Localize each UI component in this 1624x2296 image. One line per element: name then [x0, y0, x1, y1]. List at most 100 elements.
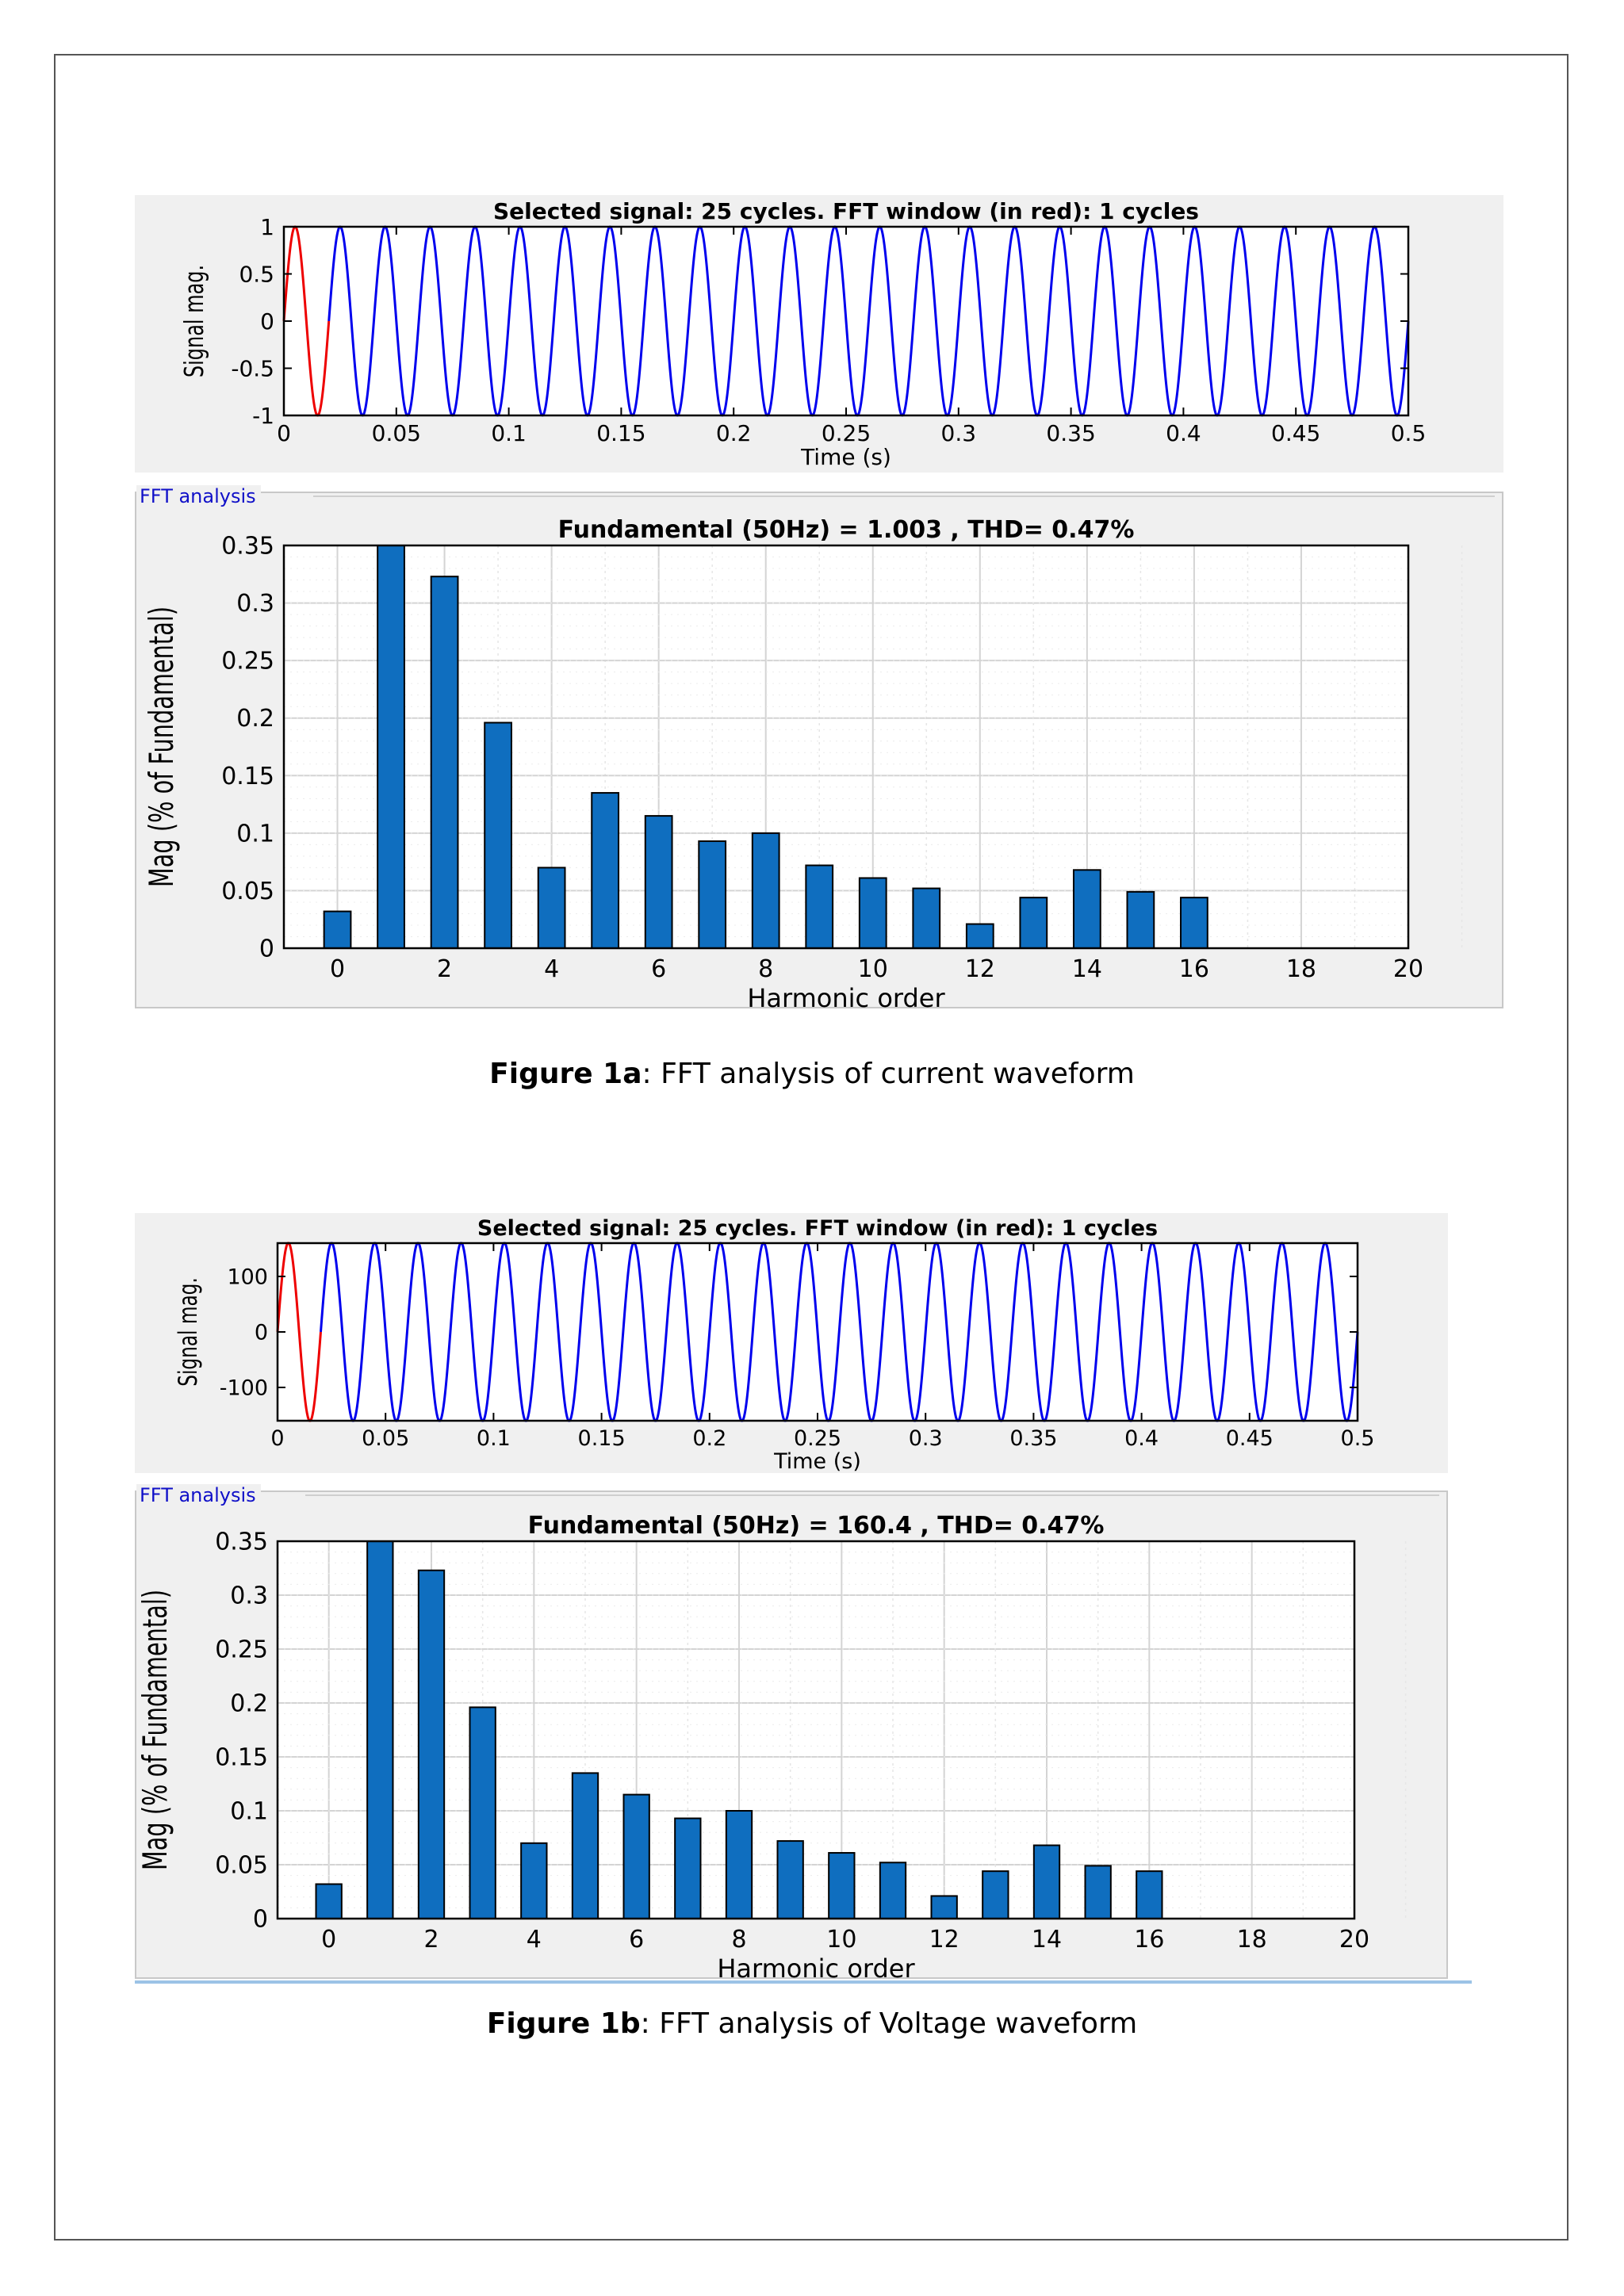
y-tick-label: 0.15 [215, 1744, 268, 1772]
y-tick-label: 0.35 [221, 533, 274, 561]
y-tick-label: 1 [260, 214, 274, 240]
fft-bar-chart-1b: Fundamental (50Hz) = 160.4 , THD= 0.47% 0… [137, 1512, 1407, 1979]
axes-box [282, 544, 1410, 950]
fft-window-series-line [276, 1242, 322, 1422]
bar-h6 [644, 815, 673, 950]
x-tick-label: 0.15 [596, 420, 645, 446]
fft-bar-chart-1a: Fundamental (50Hz) = 1.003 , THD= 0.47% 0… [144, 516, 1463, 1008]
bar-h13 [982, 1870, 1009, 1920]
x-tick-label: 20 [1339, 1926, 1369, 1954]
axes-box [276, 1540, 1356, 1920]
bar-h15 [1126, 890, 1155, 950]
y-tick-label: 0.1 [230, 1798, 268, 1826]
bar-h10 [828, 1852, 856, 1920]
chart-title: Selected signal: 25 cycles. FFT window (… [493, 198, 1199, 224]
y-tick-label: 0.25 [215, 1636, 268, 1664]
x-axis-label: Time (s) [800, 444, 891, 470]
y-tick-label: 0.2 [230, 1690, 268, 1718]
bar-h5 [571, 1772, 599, 1919]
bar-h10 [858, 877, 887, 949]
x-tick-label: 0.05 [362, 1426, 409, 1451]
y-tick-label: 0.35 [215, 1529, 268, 1556]
bar-h0 [315, 1883, 343, 1920]
bar-h3 [469, 1706, 496, 1919]
y-tick-label: 0.25 [221, 648, 274, 675]
x-axis-label: Time (s) [773, 1449, 861, 1474]
axes-box [276, 1242, 1359, 1422]
signal-chart-1a: Selected signal: 25 cycles. FFT window (… [178, 198, 1427, 470]
fft-analysis-label-1b: FFT analysis [136, 1484, 261, 1506]
bar-h13 [1019, 897, 1048, 950]
bar-h11 [912, 887, 941, 950]
x-tick-label: 12 [965, 955, 995, 983]
y-tick-label: 0 [255, 1320, 268, 1345]
y-axis-label: Signal mag. [173, 1277, 203, 1386]
x-tick-label: 14 [1032, 1926, 1062, 1954]
caption-bold-1a: Figure 1a [489, 1058, 642, 1090]
bar-h12 [965, 923, 994, 950]
x-tick-label: 18 [1237, 1926, 1267, 1954]
bar-h1 [366, 1540, 394, 1919]
fft-analysis-label-1a: FFT analysis [136, 485, 261, 507]
bar-h15 [1084, 1865, 1112, 1919]
x-tick-label: 0.45 [1271, 420, 1320, 446]
bar-h8 [725, 1810, 753, 1919]
bar-h2 [417, 1569, 446, 1919]
x-tick-label: 0.3 [909, 1426, 943, 1451]
y-tick-label: 0.2 [236, 705, 274, 733]
x-tick-label: 18 [1286, 955, 1316, 983]
caption-bold-1b: Figure 1b [486, 2007, 641, 2040]
y-tick-label: 0 [253, 1906, 268, 1934]
x-tick-label: 6 [629, 1926, 644, 1954]
bar-h9 [776, 1840, 804, 1919]
y-tick-label: 0.05 [215, 1852, 268, 1880]
bar-h5 [591, 792, 620, 949]
x-tick-label: 4 [527, 1926, 542, 1954]
x-tick-label: 8 [758, 955, 773, 983]
x-tick-label: 20 [1393, 955, 1423, 983]
bar-h0 [323, 910, 352, 949]
signal-chart-1b: Selected signal: 25 cycles. FFT window (… [173, 1216, 1375, 1474]
caption-text-1b: : FFT analysis of Voltage waveform [640, 2007, 1138, 2040]
caption-text-1a: : FFT analysis of current waveform [642, 1058, 1135, 1090]
x-axis-label: Harmonic order [747, 983, 945, 1008]
x-tick-label: 0.4 [1166, 420, 1201, 446]
x-tick-label: 0.4 [1124, 1426, 1159, 1451]
bar-h16 [1136, 1870, 1163, 1920]
caption-figure-1a: Figure 1a: FFT analysis of current wavef… [0, 1058, 1624, 1090]
x-axis-label: Harmonic order [717, 1954, 915, 1979]
plot-area [284, 545, 1408, 948]
x-tick-label: 0.45 [1226, 1426, 1274, 1451]
x-tick-label: 0.5 [1391, 420, 1427, 446]
bar-h12 [930, 1895, 958, 1920]
x-tick-label: 10 [826, 1926, 856, 1954]
x-tick-label: 10 [858, 955, 888, 983]
x-tick-label: 8 [731, 1926, 746, 1954]
x-tick-label: 0.2 [692, 1426, 726, 1451]
x-tick-label: 16 [1179, 955, 1209, 983]
x-tick-label: 0.25 [794, 1426, 841, 1451]
y-tick-label: 0 [260, 308, 274, 335]
y-tick-label: 0 [259, 936, 274, 963]
bar-h2 [430, 576, 459, 949]
x-tick-label: 0.5 [1341, 1426, 1375, 1451]
x-tick-label: 0 [330, 955, 345, 983]
x-tick-label: 0.15 [578, 1426, 626, 1451]
blue-rule-1b [135, 1980, 1472, 1984]
x-tick-label: 16 [1134, 1926, 1164, 1954]
bar-h7 [698, 840, 727, 950]
signal-series-line [319, 1242, 1359, 1422]
bar-h4 [537, 867, 566, 949]
y-tick-label: 0.1 [236, 820, 274, 848]
x-tick-label: 2 [423, 1926, 439, 1954]
x-tick-label: 0 [270, 1426, 284, 1451]
x-tick-label: 0.35 [1046, 420, 1095, 446]
fft-window-series-line [282, 225, 331, 417]
chart-title: Fundamental (50Hz) = 1.003 , THD= 0.47% [558, 516, 1135, 544]
chart-title: Fundamental (50Hz) = 160.4 , THD= 0.47% [528, 1512, 1105, 1540]
plot-area [278, 1541, 1354, 1919]
x-tick-label: 0.35 [1009, 1426, 1057, 1451]
x-tick-label: 14 [1072, 955, 1102, 983]
y-tick-label: 0.3 [236, 590, 274, 618]
x-tick-label: 6 [651, 955, 666, 983]
